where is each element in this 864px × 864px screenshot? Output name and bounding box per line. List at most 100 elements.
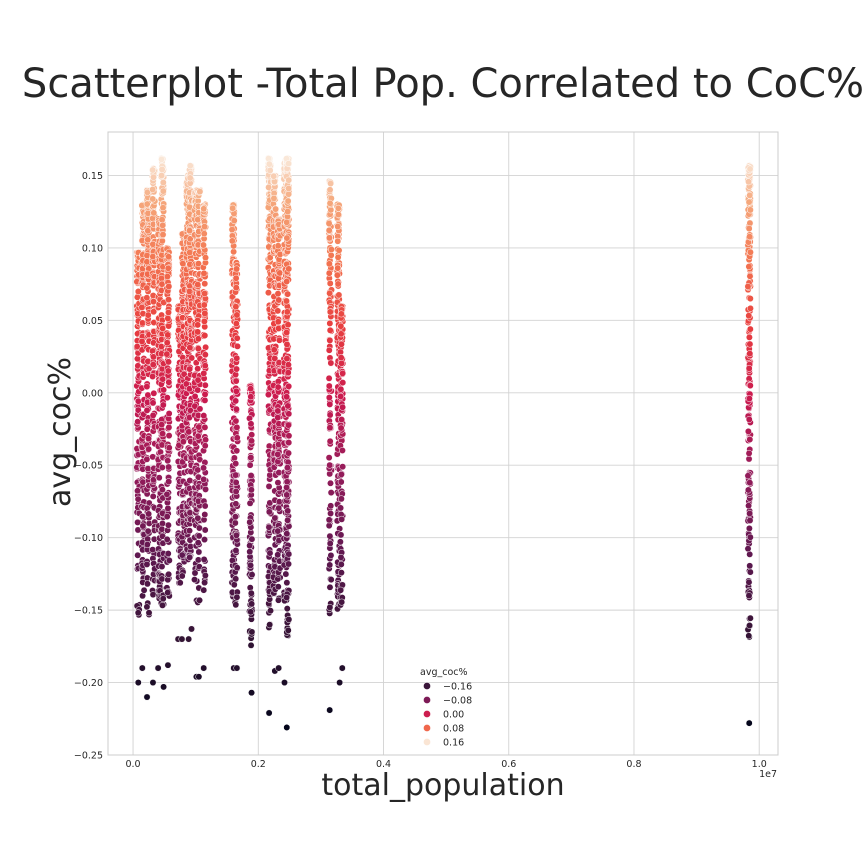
scatter-point: [285, 410, 293, 418]
scatter-point: [143, 383, 151, 391]
scatter-point: [144, 227, 152, 235]
scatter-point: [274, 307, 282, 315]
scatter-point: [744, 486, 752, 494]
scatter-point: [201, 511, 209, 519]
scatter-point: [326, 326, 334, 334]
scatter-point: [274, 527, 282, 535]
scatter-point: [159, 401, 167, 409]
scatter-point: [194, 466, 202, 474]
scatter-point: [179, 260, 187, 268]
scatter-point: [326, 706, 334, 714]
scatter-point: [326, 583, 334, 591]
scatter-point: [201, 309, 209, 317]
scatter-point: [150, 389, 158, 397]
scatter-point: [336, 679, 344, 687]
scatter-point: [334, 211, 342, 219]
scatter-point: [195, 524, 203, 532]
scatter-point: [746, 510, 754, 517]
scatter-point: [264, 289, 272, 297]
scatter-point: [327, 359, 335, 367]
scatter-point: [281, 679, 288, 687]
scatter-point: [274, 242, 282, 250]
scatter-point: [233, 311, 241, 319]
scatter-point: [337, 504, 345, 512]
scatter-point: [134, 551, 142, 559]
scatter-point: [154, 664, 162, 672]
scatter-point: [201, 526, 209, 534]
y-tick-label: −0.25: [74, 751, 103, 762]
scatter-point: [745, 719, 753, 727]
scatter-point: [165, 570, 173, 578]
scatter-point: [248, 571, 256, 579]
plot-area: [108, 132, 778, 755]
scatter-point: [233, 423, 241, 431]
scatter-point: [159, 430, 167, 438]
scatter-point: [283, 491, 291, 499]
scatter-point: [145, 445, 153, 453]
scatter-point: [270, 346, 278, 354]
scatter-point: [746, 295, 754, 303]
scatter-point: [337, 310, 345, 318]
scatter-point: [194, 345, 202, 353]
y-tick-label: 0.10: [82, 243, 103, 254]
scatter-point: [165, 283, 173, 290]
scatter-point: [285, 382, 293, 390]
scatter-point: [144, 311, 152, 319]
scatter-point: [149, 215, 157, 222]
scatter-point: [196, 405, 204, 413]
scatter-point: [138, 303, 146, 311]
scatter-point: [266, 621, 274, 629]
scatter-point: [283, 724, 291, 731]
scatter-point: [232, 284, 240, 292]
scatter-point: [138, 337, 146, 345]
scatter-point: [326, 540, 334, 548]
scatter-point: [248, 431, 256, 439]
scatter-point: [232, 500, 240, 508]
scatter-point: [746, 382, 754, 390]
scatter-point: [159, 187, 167, 195]
scatter-point: [185, 428, 193, 436]
scatter-point: [202, 254, 209, 262]
scatter-point: [200, 475, 208, 483]
legend-marker: [423, 724, 431, 732]
scatter-point: [228, 226, 236, 234]
scatter-point: [194, 328, 202, 336]
scatter-point: [200, 241, 207, 249]
scatter-point: [159, 231, 167, 239]
scatter-point: [283, 484, 291, 491]
scatter-point: [164, 367, 172, 375]
scatter-point: [327, 510, 335, 517]
scatter-point: [134, 355, 141, 363]
scatter-point: [201, 396, 209, 404]
scatter-point: [187, 543, 194, 550]
scatter-point: [337, 531, 345, 539]
scatter-point: [194, 386, 202, 394]
scatter-point: [164, 315, 172, 322]
scatter-point: [247, 641, 255, 649]
scatter-point: [195, 423, 203, 431]
scatter-point: [325, 220, 333, 227]
scatter-point: [150, 173, 158, 181]
scatter-point: [143, 455, 151, 463]
scatter-point: [334, 253, 342, 261]
scatter-point: [229, 204, 237, 212]
y-tick-label: −0.10: [74, 533, 103, 544]
scatter-point: [327, 551, 335, 559]
scatter-point: [326, 437, 334, 445]
scatter-point: [337, 354, 345, 362]
scatter-point: [746, 533, 754, 541]
scatter-point: [326, 400, 334, 408]
scatter-point: [272, 205, 280, 213]
scatter-point: [283, 605, 291, 613]
scatter-point: [200, 464, 208, 472]
scatter-point: [247, 454, 255, 461]
scatter-point: [232, 417, 240, 425]
scatter-point: [746, 436, 754, 443]
scatter-point: [283, 355, 291, 363]
scatter-point: [163, 394, 171, 402]
scatter-point: [202, 485, 209, 493]
scatter-point: [195, 673, 203, 681]
scatter-point: [337, 424, 345, 432]
scatter-point: [144, 465, 152, 473]
